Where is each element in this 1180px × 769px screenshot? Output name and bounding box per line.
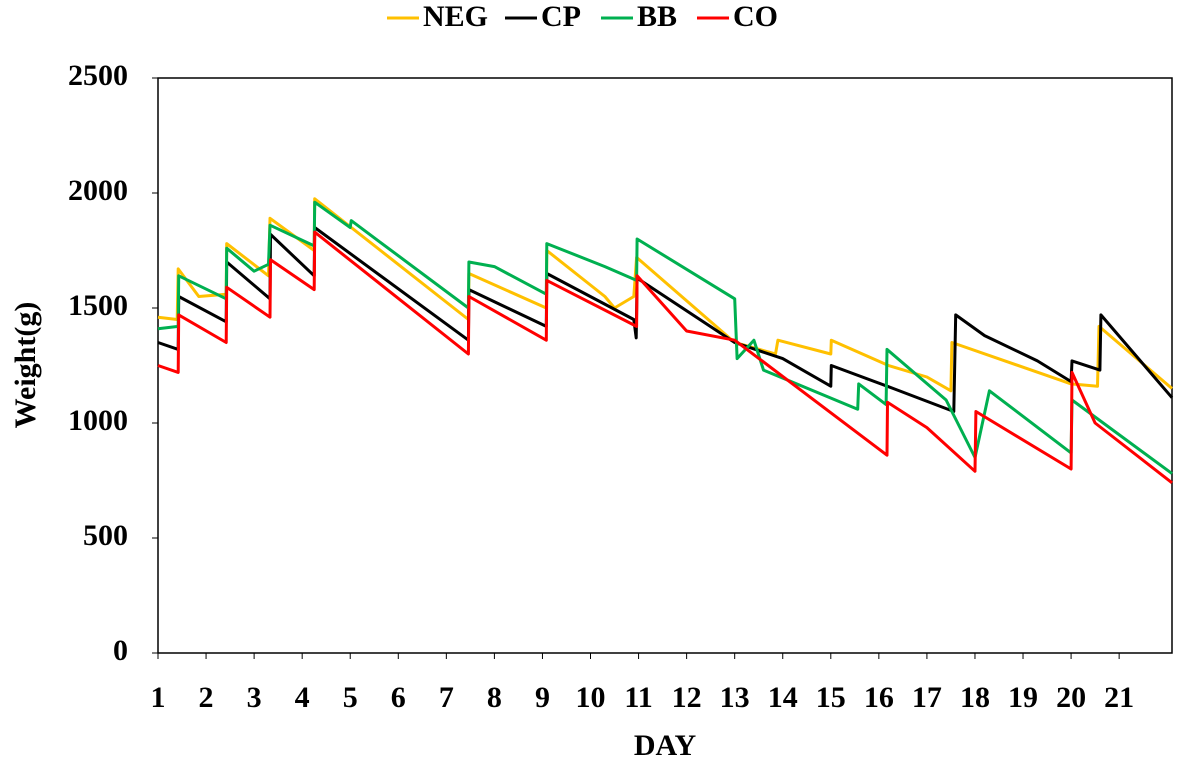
legend-label: CP: [541, 0, 581, 33]
y-axis-label: Weight(g): [9, 302, 42, 429]
y-tick-label: 1000: [68, 404, 128, 437]
y-tick-label: 1500: [68, 289, 128, 322]
x-tick-label: 17: [912, 681, 942, 714]
y-tick-label: 2500: [68, 59, 128, 92]
legend-label: NEG: [423, 0, 488, 33]
x-tick-label: 4: [295, 681, 310, 714]
x-tick-label: 6: [391, 681, 406, 714]
legend-label: CO: [733, 0, 778, 33]
x-tick-label: 8: [487, 681, 502, 714]
x-tick-label: 12: [672, 681, 702, 714]
x-tick-label: 13: [720, 681, 750, 714]
y-tick-label: 2000: [68, 174, 128, 207]
series-line: [157, 200, 1173, 475]
legend-label: BB: [637, 0, 677, 33]
x-tick-label: 2: [199, 681, 214, 714]
x-tick-label: 18: [960, 681, 990, 714]
series-line: [157, 230, 1173, 484]
x-tick-label: 19: [1008, 681, 1038, 714]
x-tick-label: 5: [343, 681, 358, 714]
x-tick-label: 14: [768, 681, 798, 714]
x-axis-label: DAY: [634, 729, 697, 762]
x-tick-label: 9: [535, 681, 550, 714]
x-tick-label: 11: [624, 681, 652, 714]
y-tick-label: 0: [113, 634, 128, 667]
x-tick-label: 7: [439, 681, 454, 714]
x-tick-label: 1: [151, 681, 166, 714]
x-tick-label: 15: [816, 681, 846, 714]
x-tick-label: 16: [864, 681, 894, 714]
x-tick-label: 3: [247, 681, 262, 714]
x-tick-label: 10: [576, 681, 606, 714]
x-tick-label: 20: [1056, 681, 1086, 714]
y-tick-label: 500: [83, 519, 128, 552]
x-tick-label: 21: [1104, 681, 1134, 714]
